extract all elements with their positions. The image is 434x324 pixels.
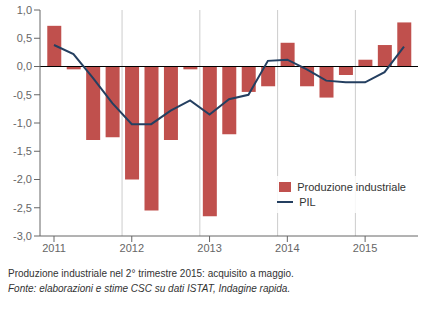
html-text:Fonte: elaborazioni e stime CS: Fonte: elaborazioni e stime CSC su dati …: [8, 283, 291, 294]
svg-text:-0,5: -0,5: [13, 89, 32, 101]
svg-text:1,0: 1,0: [17, 4, 32, 16]
svg-text:2011: 2011: [42, 242, 66, 254]
svg-text:0,0: 0,0: [17, 60, 32, 72]
svg-text:2015: 2015: [353, 242, 377, 254]
html-text:Produzione industriale: Produzione industriale: [297, 181, 406, 193]
svg-text:2012: 2012: [120, 242, 144, 254]
svg-text:-1,5: -1,5: [13, 145, 32, 157]
svg-text:-2,0: -2,0: [13, 173, 32, 185]
svg-text:0,5: 0,5: [17, 32, 32, 44]
svg-text:2014: 2014: [275, 242, 299, 254]
svg-text:-1,0: -1,0: [13, 117, 32, 129]
html-text:PIL: PIL: [299, 196, 316, 208]
html-text:Produzione industriale nel 2°: Produzione industriale nel 2° trimestre …: [8, 268, 294, 279]
svg-text:-3,0: -3,0: [13, 230, 32, 242]
svg-text:-2,5: -2,5: [13, 202, 32, 214]
svg-text:2013: 2013: [197, 242, 221, 254]
